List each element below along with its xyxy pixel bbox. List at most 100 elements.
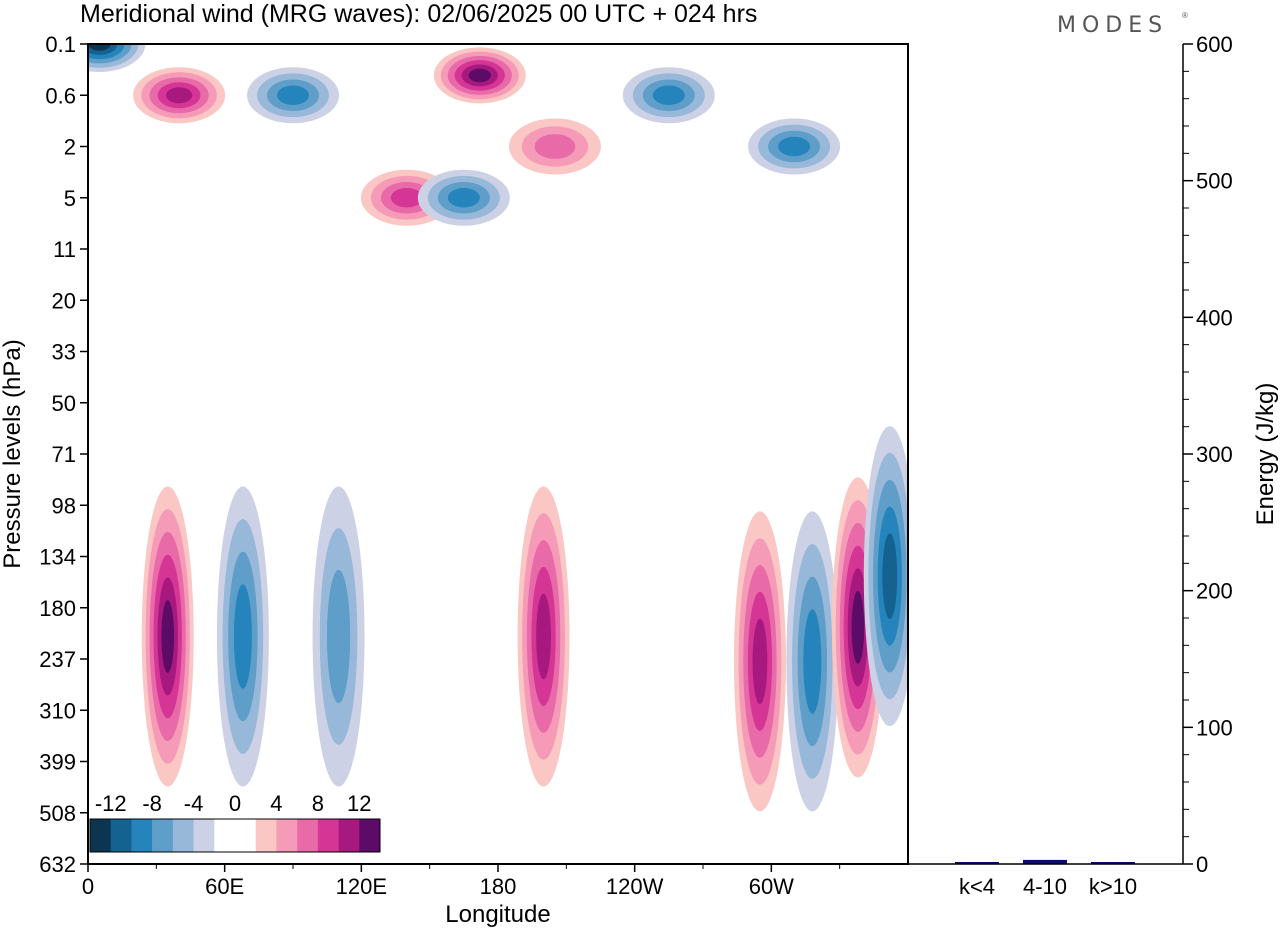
heatmap-contour	[233, 584, 252, 689]
energy-bar	[1091, 862, 1135, 864]
y-axis-label: Pressure levels (hPa)	[0, 339, 26, 568]
x-tick-label: 60W	[749, 874, 794, 899]
y-tick-label: 134	[39, 545, 76, 570]
y-tick-label: 632	[39, 852, 76, 877]
colorbar-frame	[89, 818, 381, 853]
heatmap-feature	[622, 67, 715, 124]
colorbar-swatch	[214, 819, 236, 852]
x-tick-label: 60E	[205, 874, 244, 899]
colorbar-swatch	[255, 819, 277, 852]
heatmap-feature	[247, 67, 339, 124]
heatmap-feature	[786, 511, 839, 812]
heatmap-contour	[166, 87, 193, 104]
energy-tick-label: 100	[1196, 715, 1233, 740]
x-tick-label: 120W	[606, 874, 664, 899]
heatmap-contour	[468, 68, 491, 83]
heatmap-contour	[803, 609, 822, 714]
heatmap-contour	[161, 600, 175, 673]
heatmap-feature	[312, 486, 365, 787]
energy-tick-label: 200	[1196, 579, 1233, 604]
colorbar-swatch	[276, 819, 298, 852]
y-tick-label: 33	[52, 340, 76, 365]
y-tick-label: 98	[52, 493, 76, 518]
heatmap-feature	[133, 67, 226, 124]
y-tick-label: 20	[52, 288, 76, 313]
colorbar-label: 0	[229, 791, 241, 816]
heatmap-contour	[534, 134, 576, 159]
colorbar: -12 -8 -4 0 4 8 12	[89, 791, 381, 853]
x-tick-label: 180	[480, 874, 517, 899]
colorbar-label: -8	[142, 791, 162, 816]
y-tick-label: 310	[39, 698, 76, 723]
heatmap-feature	[733, 511, 786, 812]
energy-tick-label: 500	[1196, 169, 1233, 194]
energy-bar	[955, 862, 999, 864]
y-tick-label: 0.6	[45, 83, 76, 108]
heatmap-field	[88, 44, 908, 812]
heatmap-feature	[508, 118, 601, 175]
y-tick-label: 399	[39, 750, 76, 775]
energy-tick-label: 0	[1196, 852, 1208, 877]
colorbar-swatch	[131, 819, 153, 852]
heatmap-feature	[88, 44, 146, 72]
heatmap-feature	[863, 426, 908, 727]
heatmap-feature	[417, 169, 510, 226]
heatmap-contour	[851, 590, 865, 664]
heatmap-feature	[216, 486, 269, 787]
y-tick-label: 180	[39, 596, 76, 621]
energy-tick-label: 300	[1196, 442, 1233, 467]
heatmap-feature	[517, 486, 570, 787]
colorbar-swatch	[110, 819, 132, 852]
y-tick-label: 71	[52, 442, 76, 467]
energy-category-label: 4-10	[1023, 874, 1067, 899]
y-tick-label: 50	[52, 391, 76, 416]
heatmap-contour	[88, 44, 111, 51]
colorbar-swatch	[193, 819, 215, 852]
y-tick-label: 11	[53, 237, 76, 262]
colorbar-swatch	[152, 819, 174, 852]
y-tick-label: 0.1	[45, 32, 76, 57]
heatmap-feature	[433, 47, 526, 104]
heatmap-feature	[748, 118, 841, 175]
y-tick-label: 508	[39, 801, 76, 826]
energy-axis-ticks: 0 100 200 300 400 500 600	[1183, 32, 1233, 877]
heatmap-contour	[326, 569, 351, 704]
heatmap-contour	[277, 85, 309, 105]
colorbar-swatch	[172, 819, 194, 852]
heatmap-contour	[778, 136, 811, 157]
colorbar-swatch	[359, 819, 381, 852]
y-axis-ticks: 0.1 0.6 2 5 11 20 33 50 71 98 134 180 237 310 399 508 63…	[39, 32, 88, 877]
x-axis-label: Longitude	[445, 901, 550, 928]
y-tick-label: 5	[64, 186, 76, 211]
energy-tick-label: 400	[1196, 305, 1233, 330]
colorbar-swatch	[90, 819, 112, 852]
energy-panel: 0 100 200 300 400 500 600 k<4 4-10 k>10 Energy (…	[908, 32, 1279, 899]
energy-category-label: k>10	[1089, 874, 1137, 899]
heatmap-panel: 0 60E 120E 180 120W 60W 0.1 0.6 2 5 11 20 33 50 71 98 1…	[0, 32, 909, 928]
energy-bars	[955, 859, 1135, 864]
modes-logo: MODES	[1057, 13, 1168, 38]
y-tick-label: 2	[64, 135, 76, 160]
y-tick-label: 237	[39, 647, 76, 672]
x-tick-label: 120E	[336, 874, 387, 899]
heatmap-contour	[882, 533, 898, 619]
heatmap-contour	[447, 188, 480, 208]
colorbar-label: -12	[95, 791, 127, 816]
heatmap-contour	[752, 618, 768, 705]
energy-category-ticks: k<4 4-10 k>10	[959, 874, 1137, 899]
registered-mark: ®	[1182, 11, 1188, 20]
heatmap-feature	[141, 486, 194, 787]
colorbar-swatch	[297, 819, 319, 852]
energy-tick-label: 600	[1196, 32, 1233, 57]
heatmap-contour	[390, 188, 423, 208]
colorbar-label: 4	[270, 791, 282, 816]
colorbar-label: -4	[184, 791, 204, 816]
x-tick-label: 0	[82, 874, 94, 899]
energy-axis-label: Energy (J/kg)	[1252, 383, 1279, 526]
colorbar-swatch	[317, 819, 339, 852]
chart-title: Meridional wind (MRG waves): 02/06/2025 …	[80, 0, 757, 28]
heatmap-contour	[536, 593, 551, 680]
colorbar-swatch	[235, 819, 257, 852]
x-axis-ticks: 0 60E 120E 180 120W 60W	[82, 864, 841, 899]
colorbar-label: 8	[312, 791, 324, 816]
